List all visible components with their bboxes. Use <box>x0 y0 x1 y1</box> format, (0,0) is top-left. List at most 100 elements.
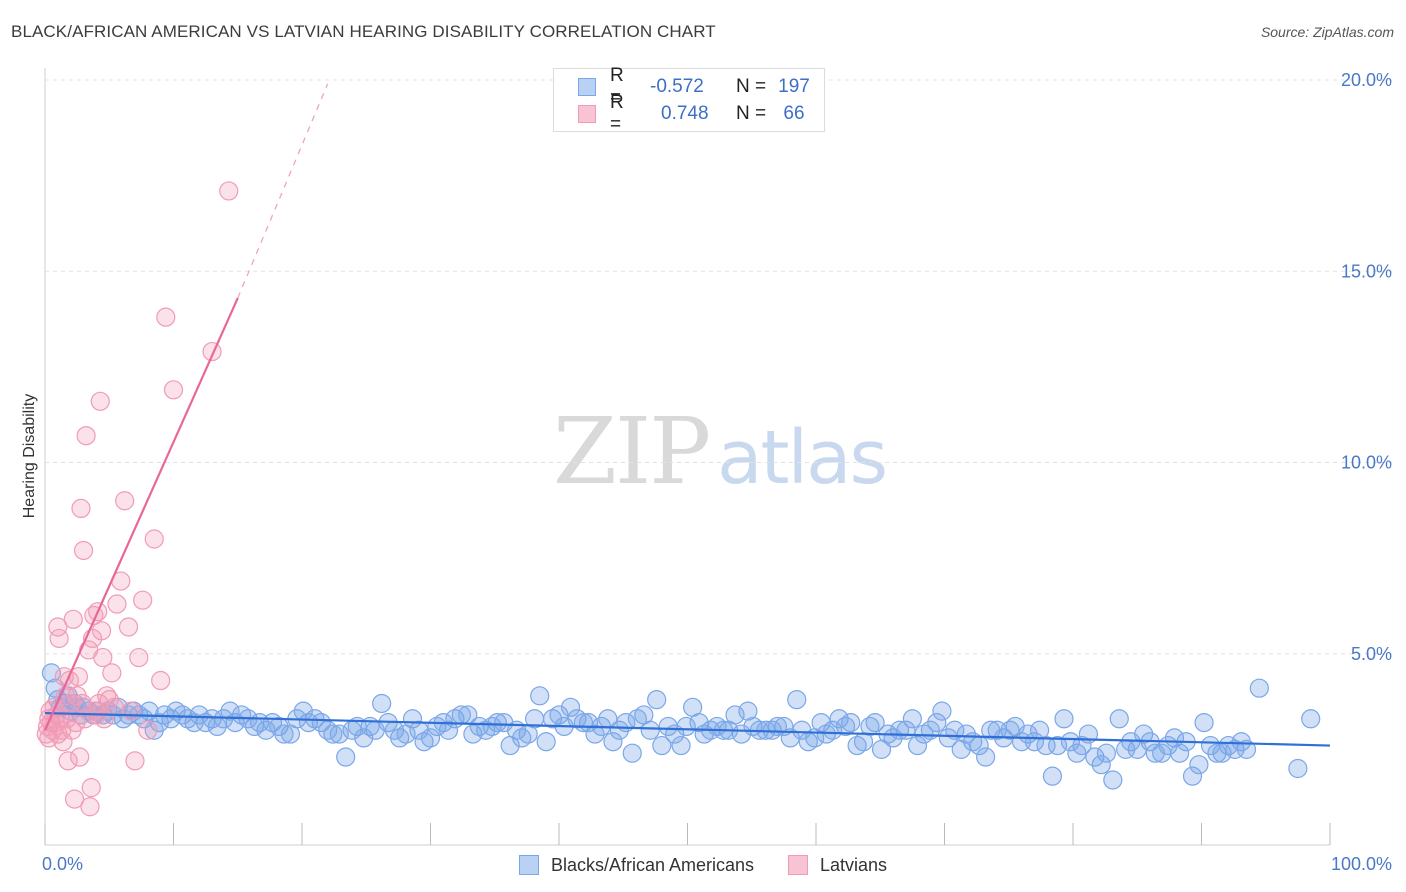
latvians-point <box>49 628 69 649</box>
series-legend-latvians[interactable]: Latvians <box>788 855 887 876</box>
blacks-point <box>463 724 483 744</box>
x-tick-label-min: 0.0% <box>42 854 83 874</box>
latvians-point <box>102 663 122 683</box>
x-tick-label-max: 100.0% <box>1331 854 1392 874</box>
blacks-point <box>354 728 374 748</box>
blacks-point <box>530 686 550 706</box>
blacks-point <box>1182 766 1203 786</box>
watermark-atlas: atlas <box>717 415 888 501</box>
series-legend-blacks[interactable]: Blacks/African Americans <box>518 854 755 876</box>
legend-r-value: 0.748 <box>661 103 709 124</box>
latvians-point <box>129 647 149 668</box>
blacks-point <box>1085 747 1105 767</box>
latvians-point <box>151 670 171 691</box>
latvians-point <box>81 778 101 798</box>
blacks-point <box>274 724 294 744</box>
latvians-point <box>76 426 96 446</box>
latvians-point <box>138 720 158 740</box>
blacks-point <box>902 709 922 729</box>
latvians-point <box>73 540 94 561</box>
latvians-point <box>163 380 184 400</box>
chart-title: BLACK/AFRICAN AMERICAN VS LATVIAN HEARIN… <box>11 22 716 41</box>
blacks-point <box>1000 720 1020 740</box>
blacks-point <box>1189 755 1209 775</box>
legend-n-label: N = <box>736 103 767 124</box>
blacks-point <box>1109 709 1129 729</box>
blacks-point <box>725 705 745 725</box>
y-tick-label: 10.0% <box>1341 453 1392 473</box>
blacks-point <box>829 709 849 729</box>
blacks-point <box>409 720 429 740</box>
blacks-point <box>323 724 343 744</box>
latvians-point <box>133 590 153 610</box>
blacks-point <box>1225 739 1245 759</box>
latvians-point <box>219 181 239 201</box>
blacks-point <box>609 720 629 740</box>
blacks-point <box>932 701 952 721</box>
grid-lines <box>45 79 1392 655</box>
latvians-point <box>58 751 78 771</box>
blacks-point <box>676 716 696 737</box>
latvians-point <box>107 594 127 614</box>
latvians-trend-line <box>43 297 239 731</box>
blacks-point <box>835 716 856 737</box>
legend-n-label: N = <box>736 76 767 97</box>
latvians-trend-extension <box>237 83 329 299</box>
latvians-point <box>80 797 100 817</box>
blacks-point <box>603 732 623 752</box>
watermark-zip: ZIP <box>553 398 711 505</box>
blacks-point <box>420 728 441 748</box>
legend-swatch-blacks <box>578 78 596 96</box>
blacks-point <box>1236 739 1257 759</box>
legend-r-label: R = <box>610 92 624 135</box>
blacks-point <box>951 739 971 759</box>
blacks-point <box>689 712 709 733</box>
latvians-point <box>144 529 164 549</box>
blacks-point <box>1207 743 1227 763</box>
tick-labels: 5.0% 10.0% 15.0% 20.0% 0.0% 100.0% <box>42 70 1392 874</box>
series-swatch-latvians <box>788 855 809 875</box>
latvians-point <box>71 498 91 518</box>
legend-r-label: R = <box>610 65 624 108</box>
blacks-point <box>482 716 502 737</box>
blacks-point <box>1036 735 1056 756</box>
blacks-point <box>549 705 569 725</box>
blacks-point <box>860 716 880 737</box>
legend-n-value: 197 <box>778 76 810 97</box>
blacks-point <box>189 705 209 725</box>
blacks-point <box>329 724 349 744</box>
legend-r-value: -0.572 <box>650 76 704 97</box>
latvians-point <box>63 609 83 629</box>
blacks-point <box>311 712 331 733</box>
blacks-point <box>1288 758 1308 779</box>
blacks-point <box>956 724 976 744</box>
legend-swatch-latvians <box>578 105 596 123</box>
series-label-blacks: Blacks/African Americans <box>550 854 755 875</box>
blacks-point <box>671 735 691 756</box>
latvians-point <box>156 307 176 327</box>
blacks-point <box>907 735 928 756</box>
legend-n-value: 66 <box>783 103 805 124</box>
blacks-point <box>841 712 861 733</box>
blacks-point <box>1072 735 1092 756</box>
blacks-point <box>172 705 193 725</box>
blacks-point <box>976 747 996 767</box>
source-label: Source: ZipAtlas.com <box>1260 24 1394 40</box>
blacks-point <box>823 720 843 740</box>
blacks-point <box>780 728 800 748</box>
blacks-point <box>865 712 885 733</box>
latvians-point <box>61 693 81 714</box>
y-axis-label: Hearing Disability <box>21 394 38 519</box>
blacks-point <box>487 712 507 733</box>
blacks-point <box>738 701 758 721</box>
blacks-point <box>1047 735 1068 756</box>
blacks-points-group <box>41 663 1321 790</box>
latvians-point <box>89 693 109 714</box>
legend-row-blacks: R = -0.572 N = 197 <box>578 65 814 108</box>
y-tick-label: 15.0% <box>1341 261 1392 281</box>
blacks-point <box>256 720 276 740</box>
latvians-point <box>64 789 85 809</box>
correlation-legend: R = -0.572 N = 197 R = 0.748 N = 66 <box>553 65 825 135</box>
blacks-point <box>927 712 947 733</box>
